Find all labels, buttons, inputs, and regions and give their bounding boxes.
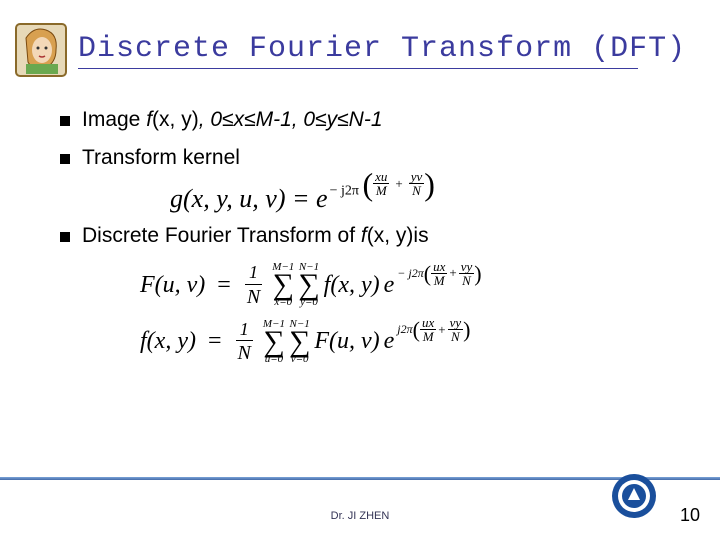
university-seal-icon xyxy=(610,472,658,520)
bullet-square-icon xyxy=(60,232,70,242)
slide-title: Discrete Fourier Transform (DFT) xyxy=(78,32,686,66)
fwd-1: 1 xyxy=(245,262,262,285)
inv-s1b: u=0 xyxy=(265,354,283,365)
inv-N: N xyxy=(234,341,255,365)
kernel-formula: g(x, y, u, v) = e − j2π ( xuM + yvN ) xyxy=(170,184,720,214)
k-f2d: N xyxy=(410,184,423,197)
inv-s2b: v=0 xyxy=(291,354,309,365)
inv-fuv: F(u, v) xyxy=(314,328,379,355)
fwd-f1d: M xyxy=(432,274,447,287)
b3-args: (x, y) xyxy=(367,224,414,247)
b1-pre: Image xyxy=(82,108,146,131)
k-f1n: xu xyxy=(373,170,389,184)
fwd-e: e xyxy=(384,272,395,299)
bullet-kernel: Transform kernel xyxy=(60,146,720,170)
inverse-dft-formula: f(x, y) = 1N M−1∑u=0 N−1∑v=0 F(u, v) e j… xyxy=(140,319,720,366)
fwd-f1n: ux xyxy=(431,260,447,274)
forward-dft-formula: F(u, v) = 1N M−1∑x=0 N−1∑y=0 f(x, y) e −… xyxy=(140,262,720,365)
kernel-exp-prefix: − j2π xyxy=(330,184,359,199)
inv-f2n: vy xyxy=(448,316,464,330)
fwd-fxy: f(x, y) xyxy=(324,272,380,299)
inv-e: e xyxy=(384,328,395,355)
inv-f1n: ux xyxy=(420,316,436,330)
fwd-s1b: x=0 xyxy=(274,297,292,308)
fwd-lhs: F(u, v) xyxy=(140,272,205,299)
inv-1: 1 xyxy=(236,319,253,342)
kernel-lhs: g(x, y, u, v) = e xyxy=(170,184,328,214)
b3-post: is xyxy=(413,224,428,247)
bullet-square-icon xyxy=(60,154,70,164)
bullet-dft: Discrete Fourier Transform of f(x, y)is xyxy=(60,224,720,248)
title-underline xyxy=(78,68,638,69)
inv-exp-pre: j2π xyxy=(397,322,412,337)
b1-args: (x, y) xyxy=(152,108,199,131)
inv-f1d: M xyxy=(421,330,436,343)
inv-f2d: N xyxy=(449,330,462,343)
portrait-icon xyxy=(12,18,70,80)
fwd-f2n: vy xyxy=(459,260,475,274)
k-f2n: yv xyxy=(409,170,425,184)
b3-pre: Discrete Fourier Transform of xyxy=(82,224,361,247)
page-number: 10 xyxy=(680,505,700,526)
b1-rest: , 0≤x≤M-1, 0≤y≤N-1 xyxy=(199,108,383,131)
fwd-f2d: N xyxy=(460,274,473,287)
inv-lhs: f(x, y) xyxy=(140,328,196,355)
b2-text: Transform kernel xyxy=(82,146,240,170)
bullet-image-domain: Image f(x, y), 0≤x≤M-1, 0≤y≤N-1 xyxy=(60,108,720,132)
fwd-N: N xyxy=(243,285,264,309)
fwd-exp-pre: − j2π xyxy=(397,266,423,281)
bullet-square-icon xyxy=(60,116,70,126)
k-f1d: M xyxy=(374,184,389,197)
fwd-s2b: y=0 xyxy=(300,297,318,308)
